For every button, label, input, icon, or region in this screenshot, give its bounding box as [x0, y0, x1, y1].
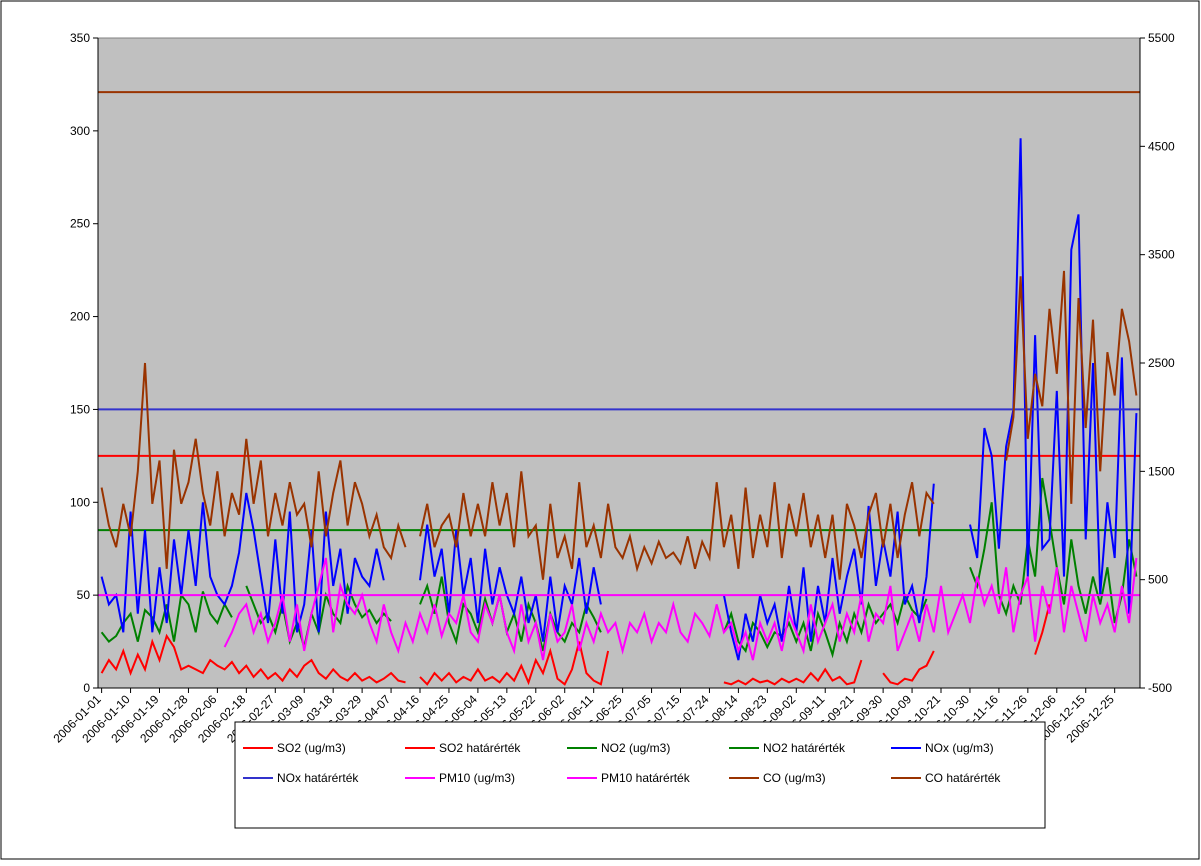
y2-tick-label: 3500: [1148, 248, 1175, 262]
y2-tick-label: 5500: [1148, 31, 1175, 45]
y-tick-label: 150: [70, 402, 90, 416]
y-tick-label: 350: [70, 31, 90, 45]
legend-label: NO2 határérték: [763, 741, 846, 755]
series-line: [100, 270, 1138, 580]
legend-label: PM10 (ug/m3): [439, 771, 515, 785]
y-tick-label: 300: [70, 124, 90, 138]
legend-label: NOx határérték: [277, 771, 359, 785]
legend: [234, 721, 1046, 829]
y2-tick-label: 4500: [1148, 139, 1175, 153]
legend-label: CO határérték: [925, 771, 1001, 785]
y2-tick-label: -500: [1148, 681, 1172, 695]
y-tick-label: 0: [83, 681, 90, 695]
y2-tick-label: 2500: [1148, 356, 1175, 370]
y-tick-label: 100: [70, 495, 90, 509]
plot-area: [97, 37, 1141, 689]
y-tick-label: 200: [70, 310, 90, 324]
series-line: [100, 138, 1138, 661]
legend-label: NO2 (ug/m3): [601, 741, 670, 755]
series-line: [223, 557, 1138, 661]
y-tick-label: 250: [70, 217, 90, 231]
y2-tick-label: 1500: [1148, 464, 1175, 478]
y2-tick-label: 500: [1148, 573, 1168, 587]
legend-label: SO2 határérték: [439, 741, 521, 755]
series-line: [100, 604, 1051, 686]
y-tick-label: 50: [77, 588, 91, 602]
legend-label: NOx (ug/m3): [925, 741, 994, 755]
legend-label: SO2 (ug/m3): [277, 741, 346, 755]
legend-label: PM10 határérték: [601, 771, 691, 785]
legend-label: CO (ug/m3): [763, 771, 826, 785]
